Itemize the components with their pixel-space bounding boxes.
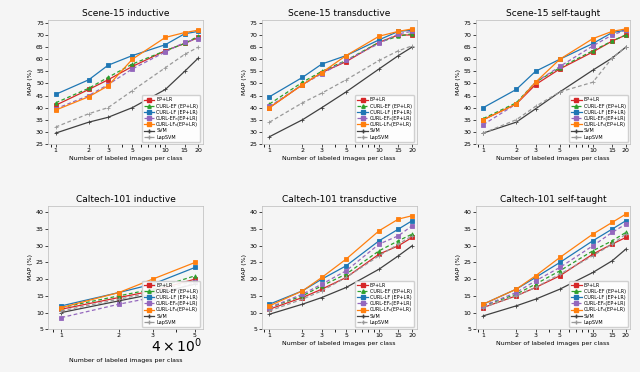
Legend: EP+LR, CURL-EF (EP+LR), CURL-LF (EP+LR), CURL-EFₙ(EP+LR), CURL-LFₙ(EP+LR), SVM, : EP+LR, CURL-EF (EP+LR), CURL-LF (EP+LR),… (141, 280, 200, 327)
Y-axis label: MAP (%): MAP (%) (456, 69, 461, 95)
Y-axis label: MAP (%): MAP (%) (456, 254, 461, 280)
Title: Scene-15 inductive: Scene-15 inductive (82, 9, 169, 18)
Y-axis label: MAP (%): MAP (%) (242, 69, 247, 95)
Legend: EP+LR, CURL-EF (EP+LR), CURL-LF (EP+LR), CURL-EFₙ(EP+LR), CURL-LFₙ(EP+LR), SVM, : EP+LR, CURL-EF (EP+LR), CURL-LF (EP+LR),… (569, 280, 628, 327)
Legend: EP+LR, CURL-EF (EP+LR), CURL-LF (EP+LR), CURL-EFₙ(EP+LR), CURL-LFₙ(EP+LR), SVM, : EP+LR, CURL-EF (EP+LR), CURL-LF (EP+LR),… (355, 280, 414, 327)
Title: Caltech-101 inductive: Caltech-101 inductive (76, 195, 175, 203)
Y-axis label: MAP (%): MAP (%) (242, 254, 247, 280)
Title: Scene-15 transductive: Scene-15 transductive (288, 9, 390, 18)
Title: Caltech-101 transductive: Caltech-101 transductive (282, 195, 397, 203)
X-axis label: Number of labeled images per class: Number of labeled images per class (282, 156, 396, 161)
X-axis label: Number of labeled images per class: Number of labeled images per class (282, 341, 396, 346)
Title: Scene-15 self-taught: Scene-15 self-taught (506, 9, 600, 18)
X-axis label: Number of labeled images per class: Number of labeled images per class (68, 156, 182, 161)
Y-axis label: MAP (%): MAP (%) (28, 254, 33, 280)
X-axis label: Number of labeled images per class: Number of labeled images per class (68, 358, 182, 363)
Legend: EP+LR, CURL-EF (EP+LR), CURL-LF (EP+LR), CURL-EFₙ(EP+LR), CURL-LFₙ(EP+LR), SVM, : EP+LR, CURL-EF (EP+LR), CURL-LF (EP+LR),… (141, 95, 200, 141)
Legend: EP+LR, CURL-EF (EP+LR), CURL-LF (EP+LR), CURL-EFₙ(EP+LR), CURL-LFₙ(EP+LR), SVM, : EP+LR, CURL-EF (EP+LR), CURL-LF (EP+LR),… (569, 95, 628, 141)
Legend: EP+LR, CURL-EF (EP+LR), CURL-LF (EP+LR), CURL-EFₙ(EP+LR), CURL-LFₙ(EP+LR), SVM, : EP+LR, CURL-EF (EP+LR), CURL-LF (EP+LR),… (355, 95, 414, 141)
Y-axis label: MAP (%): MAP (%) (28, 69, 33, 95)
Title: Caltech-101 self-taught: Caltech-101 self-taught (500, 195, 606, 203)
X-axis label: Number of labeled images per class: Number of labeled images per class (496, 341, 610, 346)
X-axis label: Number of labeled images per class: Number of labeled images per class (496, 156, 610, 161)
